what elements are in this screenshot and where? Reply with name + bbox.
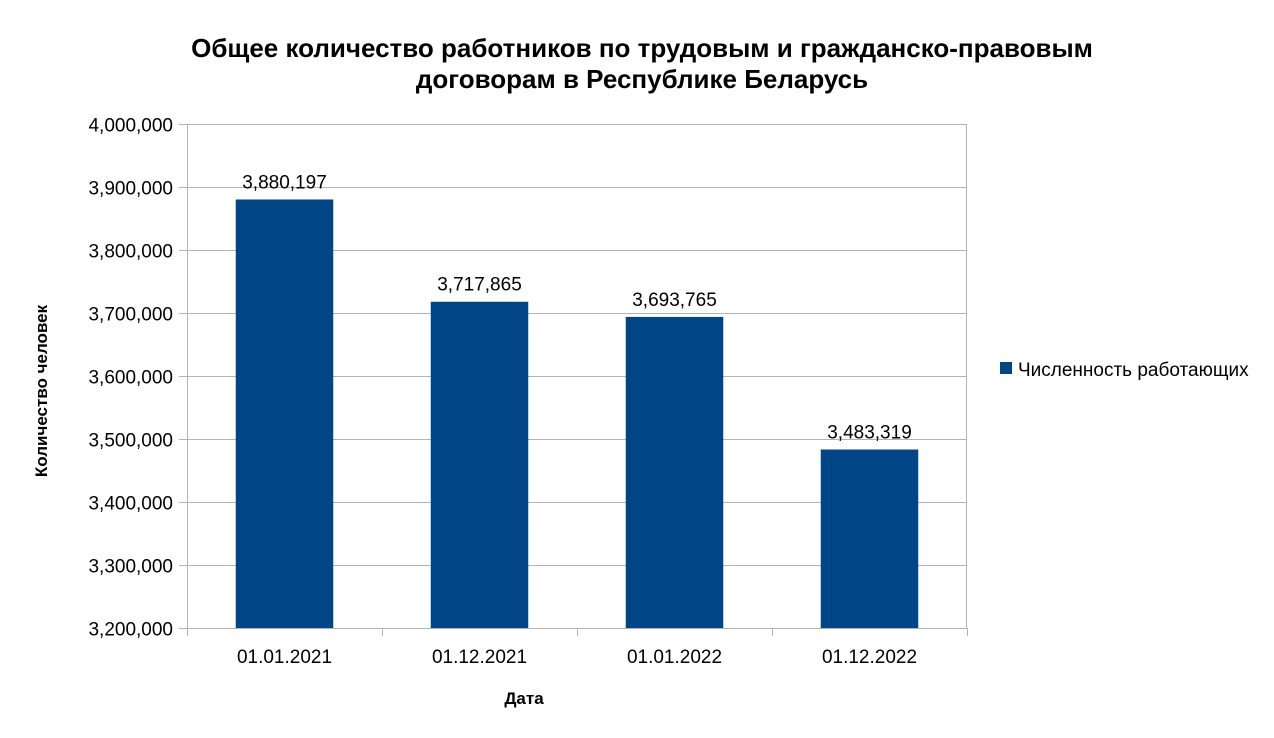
data-label: 3,717,865 — [437, 275, 522, 296]
bars — [235, 199, 919, 628]
axes — [187, 124, 968, 636]
y-axis-title: Количество человек — [32, 304, 51, 477]
x-tick-label: 01.01.2021 — [237, 647, 332, 668]
labels: 3,200,000 3,300,000 3,400,000 3,500,000 3,60… — [32, 116, 917, 709]
data-label: 3,880,197 — [242, 172, 327, 193]
x-axis-title: Дата — [504, 689, 544, 708]
bar — [625, 316, 724, 628]
y-tick-label: 3,900,000 — [88, 179, 173, 200]
legend-label: Численность работающих — [1018, 360, 1249, 381]
legend-swatch — [1000, 362, 1012, 374]
y-tick-label: 3,400,000 — [88, 494, 173, 515]
data-label: 3,693,765 — [632, 290, 717, 311]
legend: Численность работающих — [1000, 360, 1249, 381]
bar — [820, 449, 919, 628]
data-label: 3,483,319 — [827, 423, 912, 444]
bar — [235, 199, 334, 628]
y-tick-label: 3,300,000 — [88, 557, 173, 578]
y-tick-label: 3,700,000 — [88, 305, 173, 326]
y-tick-label: 4,000,000 — [88, 116, 173, 137]
y-tick-label: 3,600,000 — [88, 368, 173, 389]
y-tick-label: 3,800,000 — [88, 242, 173, 263]
x-tick-label: 01.01.2022 — [627, 647, 722, 668]
y-tick-label: 3,500,000 — [88, 431, 173, 452]
chart-title: Общее количество работников по трудовым … — [0, 33, 1274, 95]
y-tick-label: 3,200,000 — [88, 620, 173, 641]
chart-title-line-1: Общее количество работников по трудовым … — [191, 33, 1093, 63]
chart-title-line-2: договорам в Республике Беларусь — [415, 64, 869, 94]
bar — [430, 301, 529, 628]
x-tick-label: 01.12.2022 — [822, 647, 917, 668]
x-tick-label: 01.12.2021 — [432, 647, 527, 668]
